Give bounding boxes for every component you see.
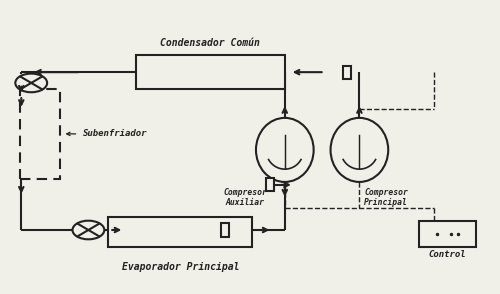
Bar — [343, 66, 351, 79]
Ellipse shape — [330, 118, 388, 182]
Text: Subenfriador: Subenfriador — [84, 129, 148, 138]
Bar — [419, 221, 476, 248]
Text: Control: Control — [428, 250, 466, 259]
Text: Compresor
Auxiliar: Compresor Auxiliar — [223, 188, 267, 207]
Ellipse shape — [256, 118, 314, 182]
Text: Evaporador Principal: Evaporador Principal — [122, 262, 239, 272]
Text: Condensador Común: Condensador Común — [160, 38, 260, 48]
Circle shape — [16, 74, 47, 92]
Bar — [108, 217, 253, 248]
Bar — [221, 223, 229, 237]
Bar — [20, 89, 60, 179]
Circle shape — [72, 221, 104, 239]
Bar — [136, 55, 285, 89]
Bar — [266, 178, 274, 191]
Text: Compresor
Principal: Compresor Principal — [364, 188, 408, 207]
